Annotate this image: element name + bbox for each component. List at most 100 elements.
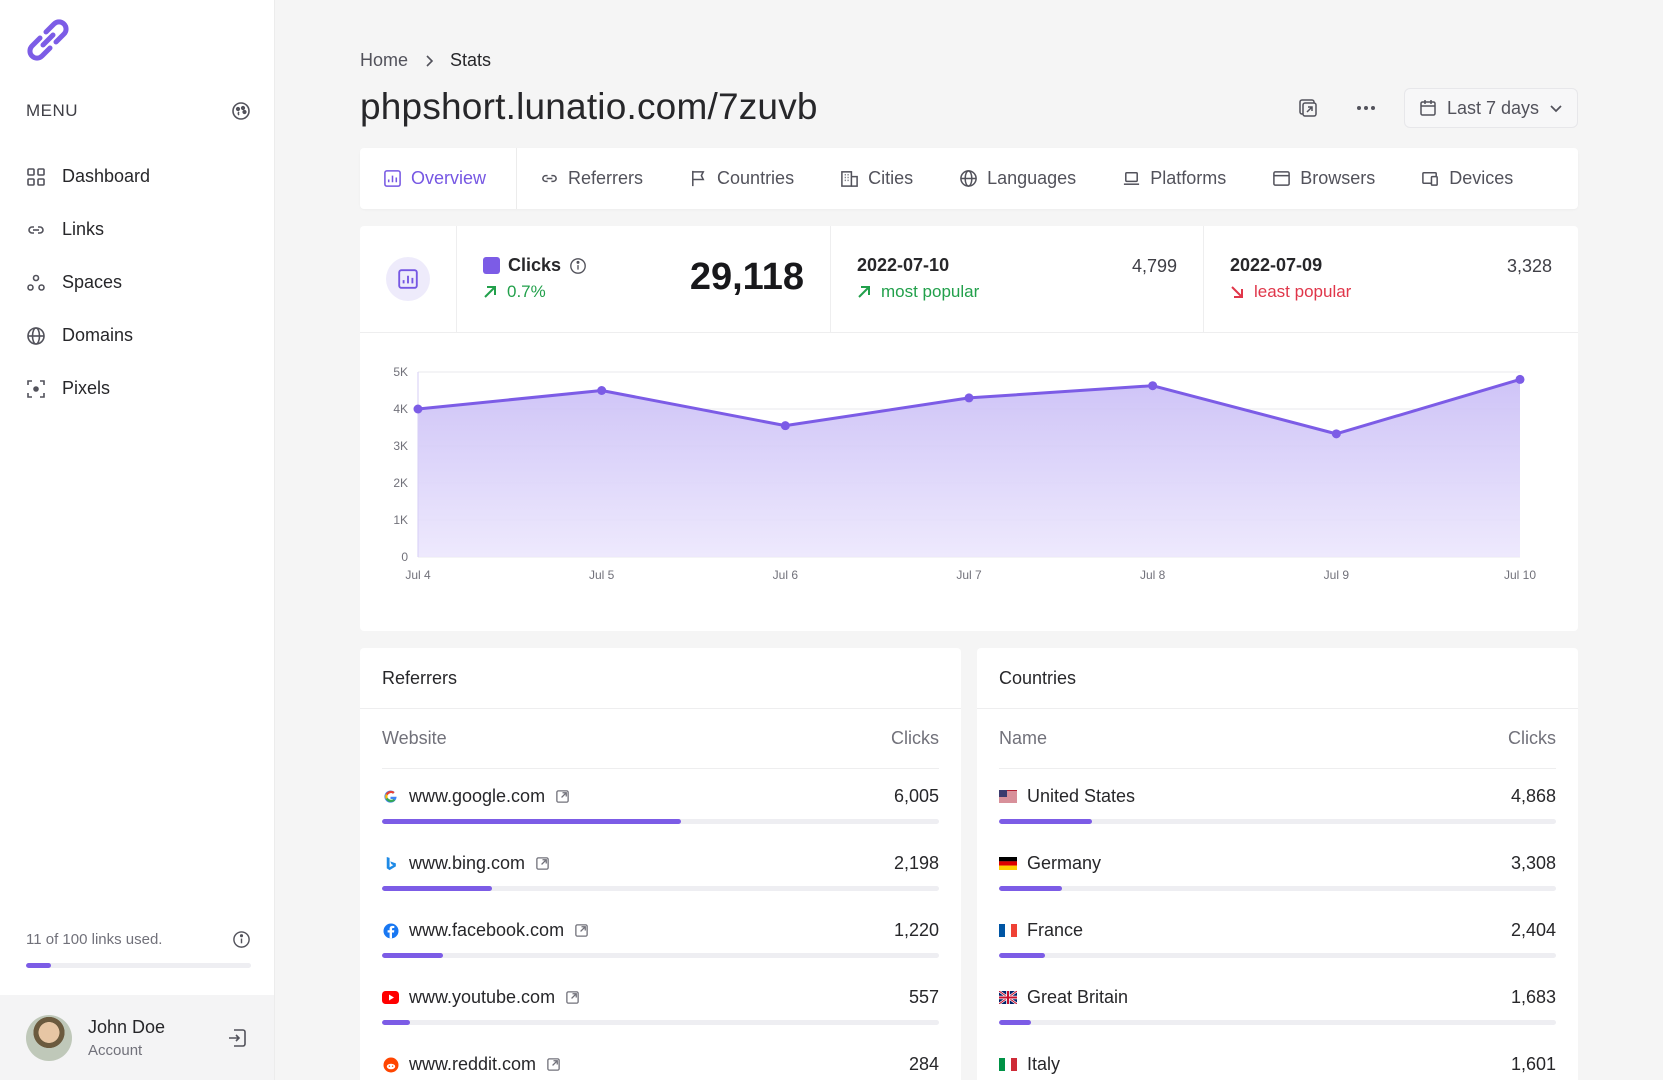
- external-link-icon[interactable]: [565, 990, 580, 1005]
- page-title: phpshort.lunatio.com/7zuvb: [360, 86, 818, 127]
- row-value: 2,404: [1510, 920, 1556, 940]
- y-tick-label: 3K: [393, 439, 408, 453]
- tab-countries[interactable]: Countries: [666, 148, 817, 209]
- x-tick-label: Jul 9: [1324, 568, 1350, 582]
- row-bar: [382, 819, 939, 824]
- spaces-icon: [27, 274, 45, 291]
- tab-label: Countries: [717, 168, 795, 188]
- panel-title: Referrers: [360, 648, 961, 709]
- external-link-icon[interactable]: [574, 923, 589, 938]
- tab-browsers[interactable]: Browsers: [1249, 148, 1398, 209]
- logo-icon[interactable]: [24, 16, 72, 64]
- external-link-icon[interactable]: [546, 1057, 561, 1072]
- google-icon: [382, 788, 399, 805]
- tab-overview[interactable]: Overview: [360, 148, 518, 209]
- kpi-icon-cell: [360, 226, 457, 332]
- sidebar-item-label: Domains: [62, 325, 134, 345]
- least-popular-value: 3,328: [1506, 256, 1552, 276]
- facebook-icon: [382, 922, 399, 939]
- arrow-up-right-icon: [484, 286, 496, 298]
- row-bar: [999, 953, 1556, 958]
- info-icon[interactable]: [232, 930, 251, 949]
- more-button[interactable]: [1346, 88, 1386, 128]
- tab-label: Cities: [868, 168, 914, 188]
- reddit-icon: [382, 1056, 399, 1073]
- sidebar-item-label: Spaces: [62, 272, 123, 292]
- tab-platforms[interactable]: Platforms: [1099, 148, 1249, 209]
- export-button[interactable]: [1288, 88, 1328, 128]
- tab-devices[interactable]: Devices: [1398, 148, 1536, 209]
- clicks-label: Clicks: [508, 255, 562, 275]
- breadcrumb-home[interactable]: Home: [360, 50, 409, 70]
- logout-icon[interactable]: [226, 1027, 248, 1049]
- y-tick-label: 2K: [393, 476, 408, 490]
- table-row: France 2,404: [999, 903, 1556, 970]
- tab-cities[interactable]: Cities: [817, 148, 936, 209]
- laptop-icon: [1124, 172, 1140, 185]
- x-tick-label: Jul 7: [956, 568, 982, 582]
- tab-label: Devices: [1449, 168, 1514, 188]
- chevron-right-icon: [426, 54, 434, 67]
- row-bar: [382, 886, 939, 891]
- user-account[interactable]: John Doe Account: [0, 995, 274, 1080]
- it-flag-icon: [999, 1058, 1017, 1071]
- sidebar-item-spaces[interactable]: Spaces: [26, 256, 251, 309]
- date-range-select[interactable]: Last 7 days: [1403, 88, 1578, 128]
- pixel-icon: [27, 379, 45, 398]
- referrer-link[interactable]: www.google.com: [409, 786, 546, 806]
- info-icon[interactable]: [569, 257, 587, 275]
- table-row: United States 4,868: [999, 769, 1556, 836]
- tab-label: Languages: [987, 168, 1077, 188]
- data-point: [1331, 429, 1341, 439]
- sidebar-item-domains[interactable]: Domains: [26, 309, 251, 362]
- chart-icon: [398, 269, 418, 289]
- devices-icon: [1422, 172, 1439, 186]
- grid-icon: [27, 167, 45, 186]
- menu-label: MENU: [26, 101, 79, 120]
- row-value: 557: [908, 987, 939, 1007]
- panel-title: Countries: [977, 648, 1578, 709]
- table-header: Name Clicks: [999, 709, 1556, 769]
- referrer-link[interactable]: www.bing.com: [409, 853, 526, 873]
- sidebar-item-links[interactable]: Links: [26, 203, 251, 256]
- row-value: 2,198: [893, 853, 939, 873]
- fr-flag-icon: [999, 924, 1017, 937]
- kpi-clicks: Clicks 0.7% 29,118: [457, 226, 831, 332]
- calendar-icon: [1420, 100, 1436, 116]
- table-row: www.google.com 6,005: [382, 769, 939, 836]
- referrer-link[interactable]: www.facebook.com: [409, 920, 565, 940]
- row-value: 1,601: [1510, 1054, 1556, 1074]
- clicks-change: 0.7%: [507, 282, 546, 301]
- tab-languages[interactable]: Languages: [936, 148, 1099, 209]
- external-link-icon[interactable]: [555, 789, 570, 804]
- data-point: [780, 421, 790, 431]
- row-bar: [999, 819, 1556, 824]
- breadcrumb-current: Stats: [450, 50, 492, 70]
- row-value: 4,868: [1510, 786, 1556, 806]
- country-name: Italy: [1027, 1054, 1061, 1074]
- tab-referrers[interactable]: Referrers: [517, 148, 666, 209]
- sidebar-item-pixels[interactable]: Pixels: [26, 362, 251, 415]
- clicks-chart: 0 1K 2K 3K 4K 5K Jul 4 Jul 5 Jul 6 Jul 7 Jul 8 Jul …: [393, 365, 1536, 582]
- x-tick-label: Jul 4: [405, 568, 431, 582]
- referrer-link[interactable]: www.youtube.com: [409, 987, 556, 1007]
- tab-label: Referrers: [568, 168, 644, 188]
- usage-text: 11 of 100 links used.: [26, 931, 163, 948]
- stats-tabs: Overview Referrers Countries Cities Lang…: [360, 148, 1578, 209]
- external-link-icon[interactable]: [535, 856, 550, 871]
- row-bar-fill: [382, 819, 682, 824]
- table-row: www.bing.com 2,198: [382, 836, 939, 903]
- referrers-panel: Referrers Website Clicks www.google.com …: [360, 648, 961, 1080]
- row-bar-fill: [382, 953, 443, 958]
- palette-icon[interactable]: [231, 101, 251, 121]
- link-icon: [28, 225, 44, 234]
- user-account-label: Account: [88, 1041, 143, 1059]
- sidebar-item-dashboard[interactable]: Dashboard: [26, 150, 251, 203]
- table-row: Italy 1,601: [999, 1037, 1556, 1080]
- row-bar-fill: [999, 819, 1093, 824]
- row-bar: [999, 886, 1556, 891]
- referrer-link[interactable]: www.reddit.com: [409, 1054, 537, 1074]
- chart-icon: [384, 170, 401, 187]
- x-tick-label: Jul 8: [1140, 568, 1166, 582]
- y-tick-label: 5K: [393, 365, 408, 379]
